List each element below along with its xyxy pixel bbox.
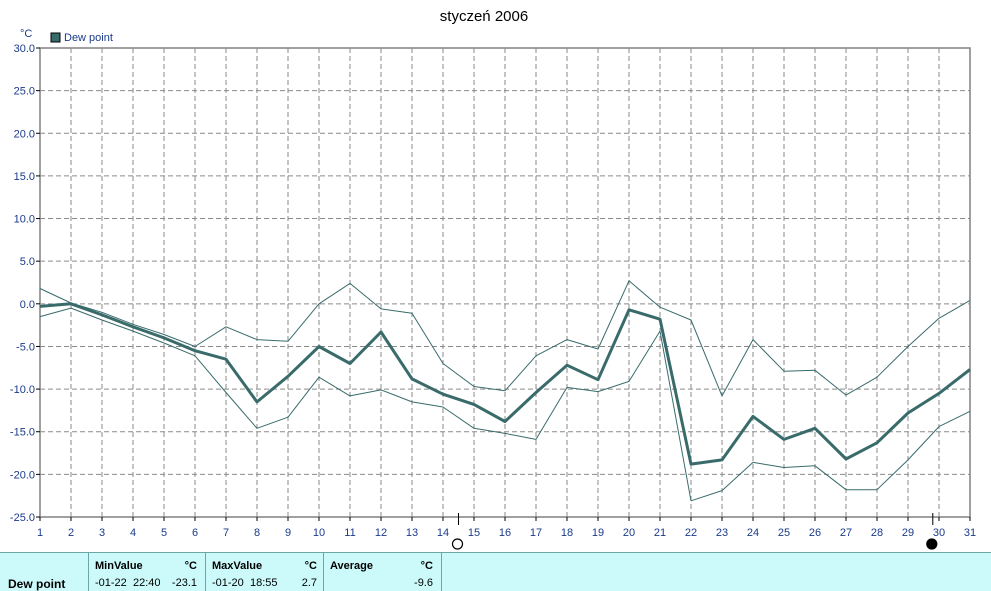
x-tick-label: 1 (37, 527, 43, 539)
x-tick-label: 10 (313, 527, 325, 539)
x-axis: 1 2 3 4 5 6 7 8 9 10 11 12 13 14 15 16 17 18 19 20 21 22 23 24 2… (37, 517, 976, 539)
min-date: -01-22 (95, 577, 127, 589)
y-tick-label: -10.0 (10, 384, 35, 396)
series-line-max (39, 280, 971, 397)
x-tick-label: 25 (778, 527, 790, 539)
x-tick-label: 4 (130, 527, 136, 539)
x-tick-label: 24 (747, 527, 759, 539)
x-tick-label: 7 (223, 527, 229, 539)
x-tick-label: 19 (592, 527, 604, 539)
x-tick-label: 9 (285, 527, 291, 539)
x-tick-label: 23 (716, 527, 728, 539)
chart-title: styczeń 2006 (440, 8, 528, 25)
x-tick-label: 22 (685, 527, 697, 539)
y-tick-label: -5.0 (16, 341, 35, 353)
series-group (39, 280, 971, 502)
avg-unit: °C (420, 560, 433, 572)
x-tick-label: 8 (254, 527, 260, 539)
stats-row-header: Dew point (0, 553, 89, 591)
avg-value: -9.6 (414, 577, 433, 589)
min-unit: °C (184, 560, 197, 572)
legend: Dew point (50, 32, 113, 44)
stats-min-cell: MinValue °C -01-22 22:40 -23.1 (89, 553, 206, 591)
x-tick-label: 29 (902, 527, 914, 539)
stats-table: Dew point MinValue °C -01-22 22:40 -23.1… (0, 552, 991, 591)
x-tick-label: 3 (99, 527, 105, 539)
avg-header: Average (330, 560, 374, 572)
min-value: -23.1 (171, 577, 197, 589)
y-tick-label: 15.0 (14, 171, 35, 183)
x-tick-label: 28 (871, 527, 883, 539)
x-tick-label: 20 (623, 527, 635, 539)
x-tick-label: 31 (964, 527, 976, 539)
max-date: -01-20 (212, 577, 244, 589)
y-tick-label: -20.0 (10, 469, 35, 481)
max-time: 18:55 (250, 577, 278, 589)
y-tick-label: 5.0 (20, 256, 35, 268)
y-tick-label: 25.0 (14, 86, 35, 98)
y-tick-label: 0.0 (20, 299, 35, 311)
max-value: 2.7 (301, 577, 317, 589)
y-tick-label: 10.0 (14, 214, 35, 226)
legend-swatch (50, 32, 61, 43)
grid (40, 48, 970, 517)
x-tick-label: 30 (933, 527, 945, 539)
full-moon-icon (926, 538, 938, 550)
x-tick-label: 17 (530, 527, 542, 539)
y-tick-label: -15.0 (10, 427, 35, 439)
x-tick-label: 12 (375, 527, 387, 539)
series-line-dew-point (39, 302, 971, 466)
day-markers (451, 513, 938, 550)
stats-row-label: Dew point (8, 577, 66, 591)
max-unit: °C (304, 560, 317, 572)
min-time: 22:40 (133, 577, 161, 589)
y-tick-label: -25.0 (10, 512, 35, 524)
y-tick-label: 30.0 (14, 43, 35, 55)
legend-label: Dew point (64, 32, 113, 44)
x-tick-label: 13 (406, 527, 418, 539)
x-tick-label: 26 (809, 527, 821, 539)
x-tick-label: 27 (840, 527, 852, 539)
new-moon-icon (451, 538, 464, 550)
stats-max-cell: MaxValue °C -01-20 18:55 2.7 (206, 553, 324, 591)
x-tick-label: 5 (161, 527, 167, 539)
y-axis: 30.0 25.0 20.0 15.0 10.0 5.0 0.0 -5.0 -10.0 -15.0… (10, 43, 40, 524)
x-tick-label: 14 (437, 527, 449, 539)
x-tick-label: 18 (561, 527, 573, 539)
x-tick-label: 15 (468, 527, 480, 539)
min-header: MinValue (95, 560, 143, 572)
x-tick-label: 21 (654, 527, 666, 539)
x-tick-label: 16 (499, 527, 511, 539)
x-tick-label: 11 (344, 527, 355, 539)
chart: styczeń 2006 °C Dew point 30.025.020.015… (10, 8, 976, 550)
series-line-min (39, 307, 971, 502)
y-tick-label: 20.0 (14, 128, 35, 140)
stats-avg-cell: Average °C -9.6 (324, 553, 442, 591)
y-axis-unit: °C (20, 28, 32, 40)
x-tick-label: 2 (68, 527, 74, 539)
max-header: MaxValue (212, 560, 263, 572)
x-tick-label: 6 (192, 527, 198, 539)
